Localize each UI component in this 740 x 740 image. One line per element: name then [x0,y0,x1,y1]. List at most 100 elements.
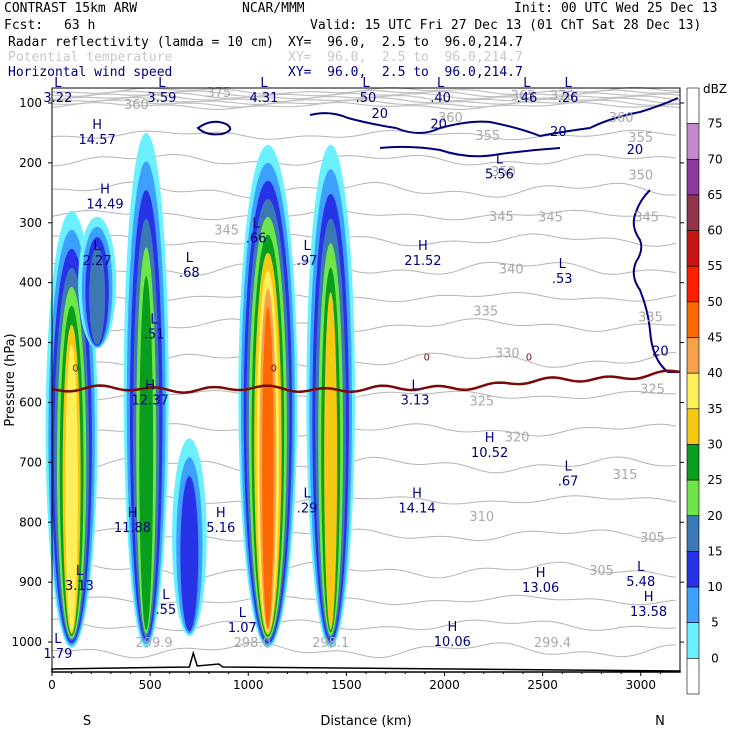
colorbar-swatch [686,372,700,410]
x-tick-label: 1000 [233,678,264,692]
theta-label: 305 [589,564,614,579]
hl-marker-letter: L [76,564,84,579]
y-axis-label: Pressure (hPa) [3,333,18,426]
colorbar-unit: dBZ [703,82,727,96]
colorbar-level: 50 [707,295,722,309]
y-tick-label: 300 [19,216,42,230]
x-tick-label: 2500 [527,678,558,692]
hl-marker-value: .26 [558,91,579,106]
theta-label: 305 [640,531,665,546]
hl-marker-letter: L [54,632,62,647]
hl-marker-letter: L [150,313,158,328]
theta-label: 335 [638,311,663,326]
colorbar-level: 60 [707,224,722,238]
hl-marker-value: 2.27 [83,254,112,269]
theta-label: 370 [550,89,575,104]
theta-label: 355 [475,129,500,144]
hl-marker-letter: H [418,239,428,254]
colorbar-swatch [686,158,700,196]
field-wind: Horizontal wind speed [8,65,173,80]
hl-marker-letter: L [252,217,260,232]
theta-isoline-upper [51,96,681,105]
theta-label: 298.1 [312,636,349,651]
forecast-label: Fcst: [4,18,44,33]
hl-marker-value: .51 [144,328,165,343]
colorbar-level: 75 [707,117,722,131]
wind-label: 20 [550,125,567,140]
hl-marker-value: 3.22 [43,91,72,106]
colorbar-level: 55 [707,259,722,273]
reflectivity-band [65,343,78,632]
y-tick-label: 1000 [11,635,42,649]
colorbar-swatch [686,123,700,160]
org-label: NCAR/MMM [242,1,305,16]
colorbar-swatch [686,265,700,303]
hl-marker-value: .53 [552,272,573,287]
zero-line-label: 0 [526,353,532,364]
hl-marker-letter: L [260,76,268,91]
hl-marker-value: .50 [356,91,377,106]
y-tick-label: 200 [19,156,42,170]
colorbar-swatch [686,658,700,695]
hl-marker-value: 14.14 [398,501,435,516]
theta-label: 360 [609,111,634,126]
colorbar-swatch [686,194,700,231]
colorbar-level: 25 [707,473,722,487]
theta-label: 330 [495,347,520,362]
hl-marker-value: 3.13 [401,393,430,408]
field-reflectivity-xy: XY= 96.0, 2.5 to 96.0,214.7 [288,35,523,50]
colorbar-level: 35 [707,402,722,416]
hl-marker-value: .40 [430,91,451,106]
theta-label: 345 [634,211,659,226]
theta-label: 360 [438,111,463,126]
zero-isotherm [51,369,681,394]
theta-label: 340 [499,263,524,278]
colorbar-level: 40 [707,366,722,380]
colorbar-swatch [686,337,700,374]
wind-label: 20 [430,118,447,133]
hl-marker-letter: L [523,76,531,91]
contour-labels: 360 365 370 375 360 360 355 355 350 350 345 345 345 3… [43,76,668,662]
colorbar-swatch [686,230,700,267]
colorbar-swatch [686,515,700,552]
theta-label: 325 [640,382,665,397]
wind-contour-20 [309,97,679,138]
theta-label: 345 [489,210,514,225]
hl-marker-letter: H [92,118,102,133]
reflectivity-band [89,247,106,345]
colorbar-swatch [686,586,700,624]
y-tick-label: 100 [19,96,42,110]
colorbar-swatch [686,551,700,588]
theta-isoline-upper [52,92,681,100]
wind-contour-20 [632,189,680,373]
theta-label: 375 [206,86,231,101]
y-tick-label: 500 [19,336,42,350]
theta-label: 315 [613,468,638,483]
colorbar-level: 70 [707,152,722,166]
theta-label: 345 [538,211,563,226]
theta-isoline [51,153,677,167]
hl-marker-value: 14.49 [86,198,123,213]
zero-line-label: 0 [72,363,78,374]
hl-marker-letter: H [145,378,155,393]
hl-marker-value: 13.06 [522,581,559,596]
hl-marker-letter: L [411,378,419,393]
zero-line-label: 0 [424,353,430,364]
hl-marker-value: 10.06 [434,635,471,650]
theta-label: 310 [469,510,494,525]
theta-label: 365 [511,89,536,104]
theta-isoline-upper [51,94,681,103]
hl-marker-letter: H [412,486,422,501]
colorbar-level: 30 [707,437,722,451]
x-tick-label: 1500 [331,678,362,692]
colorbar-swatch [686,479,700,517]
hl-marker-letter: L [565,459,573,474]
theta-label: 350 [491,165,516,180]
hl-marker-letter: L [559,257,567,272]
hl-marker-letter: L [304,239,312,254]
valid-time: Valid: 15 UTC Fri 27 Dec 13 (01 ChT Sat … [310,18,702,33]
colorbar-swatch [686,444,700,481]
hl-marker-value: 14.57 [79,133,116,148]
colorbar-level: 20 [707,509,722,523]
